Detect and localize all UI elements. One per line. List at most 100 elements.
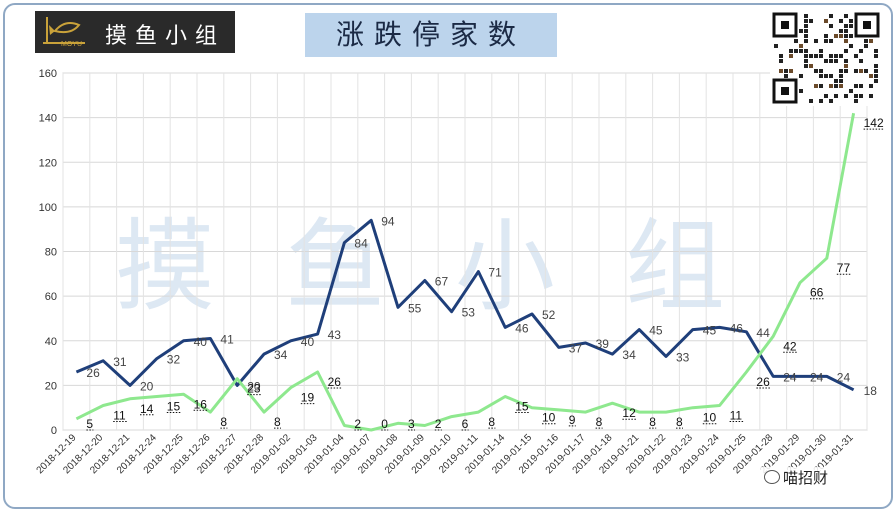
qr-module — [799, 44, 803, 48]
qr-module — [874, 49, 878, 53]
data-label-fall: 19 — [301, 391, 315, 405]
qr-module — [829, 99, 833, 103]
data-label-rise: 20 — [247, 379, 261, 393]
qr-module — [874, 74, 878, 78]
qr-finder — [772, 12, 798, 38]
chart-frame: 摸鱼小组 0 20 40 60 80 100 120 140 160 2018-12-19 201… — [3, 3, 893, 509]
y-tick-label: 140 — [39, 113, 57, 125]
y-tick-label: 160 — [39, 68, 57, 80]
qr-module — [824, 19, 828, 23]
qr-module — [804, 64, 808, 68]
qr-module — [869, 39, 873, 43]
data-label-rise: 94 — [381, 214, 395, 228]
data-label-rise: 32 — [167, 353, 181, 367]
qr-module — [789, 49, 793, 53]
qr-module — [809, 54, 813, 58]
qr-module — [869, 74, 873, 78]
data-label-rise: 37 — [569, 341, 583, 355]
qr-module — [859, 84, 863, 88]
qr-module — [854, 84, 858, 88]
qr-module — [829, 74, 833, 78]
data-label-rise: 24 — [783, 370, 797, 384]
data-label-fall: 142 — [864, 116, 884, 130]
qr-module — [874, 64, 878, 68]
data-label-fall: 77 — [837, 261, 851, 275]
data-label-fall: 23 — [247, 382, 261, 396]
qr-module — [829, 84, 833, 88]
qr-module — [864, 39, 868, 43]
qr-module — [804, 19, 808, 23]
qr-module — [804, 39, 808, 43]
qr-module — [804, 34, 808, 38]
data-label-rise: 18 — [864, 384, 878, 398]
data-label-rise: 31 — [113, 355, 127, 369]
qr-module — [799, 49, 803, 53]
qr-module — [824, 94, 828, 98]
qr-module — [779, 54, 783, 58]
data-label-rise: 46 — [730, 321, 744, 335]
qr-module — [809, 19, 813, 23]
watermark-text: 摸鱼小组 — [115, 208, 795, 325]
data-label-rise: 53 — [462, 306, 476, 320]
y-tick-label: 60 — [45, 291, 57, 303]
qr-module — [779, 69, 783, 73]
data-label-fall: 12 — [622, 406, 636, 420]
data-label-rise: 24 — [810, 370, 824, 384]
qr-module — [839, 84, 843, 88]
data-label-fall: 5 — [86, 417, 93, 431]
data-label-rise: 52 — [542, 308, 556, 322]
data-label-fall: 8 — [220, 415, 227, 429]
qr-module — [819, 74, 823, 78]
qr-module — [814, 84, 818, 88]
data-label-fall: 0 — [381, 417, 388, 431]
qr-module — [869, 84, 873, 88]
qr-module — [834, 34, 838, 38]
qr-module — [844, 59, 848, 63]
data-label-fall: 8 — [488, 415, 495, 429]
qr-module — [844, 34, 848, 38]
data-label-fall: 14 — [140, 402, 154, 416]
data-label-fall: 2 — [435, 417, 442, 431]
data-label-fall: 9 — [569, 413, 576, 427]
qr-module — [809, 64, 813, 68]
source-credit: 喵招财 — [760, 467, 833, 488]
qr-module — [824, 34, 828, 38]
data-label-rise: 34 — [622, 348, 636, 362]
y-tick-label: 120 — [39, 157, 57, 169]
qr-module — [814, 54, 818, 58]
qr-module — [789, 69, 793, 73]
data-label-fall: 8 — [596, 415, 603, 429]
qr-module — [839, 34, 843, 38]
qr-module — [849, 89, 853, 93]
y-tick-label: 80 — [45, 247, 57, 259]
qr-module — [874, 54, 878, 58]
data-label-fall: 42 — [783, 339, 797, 353]
qr-module — [854, 54, 858, 58]
data-label-rise: 43 — [328, 328, 342, 342]
qr-module — [804, 24, 808, 28]
data-label-fall: 15 — [167, 400, 181, 414]
qr-module — [849, 34, 853, 38]
qr-module — [839, 79, 843, 83]
qr-module — [819, 49, 823, 53]
qr-module — [789, 54, 793, 58]
qr-module — [839, 19, 843, 23]
y-tick-label: 100 — [39, 202, 57, 214]
data-label-rise: 20 — [140, 379, 154, 393]
credit-text: 喵招财 — [783, 469, 829, 487]
series-lines — [75, 112, 856, 432]
qr-module — [804, 49, 808, 53]
qr-module — [834, 79, 838, 83]
data-label-rise: 41 — [220, 333, 234, 347]
qr-module — [804, 59, 808, 63]
qr-module — [819, 69, 823, 73]
series-line-0 — [75, 218, 855, 392]
data-label-fall: 2 — [354, 417, 361, 431]
qr-module — [834, 59, 838, 63]
qr-module — [874, 69, 878, 73]
qr-module — [839, 54, 843, 58]
data-label-rise: 55 — [408, 301, 422, 315]
data-label-fall: 15 — [515, 400, 529, 414]
